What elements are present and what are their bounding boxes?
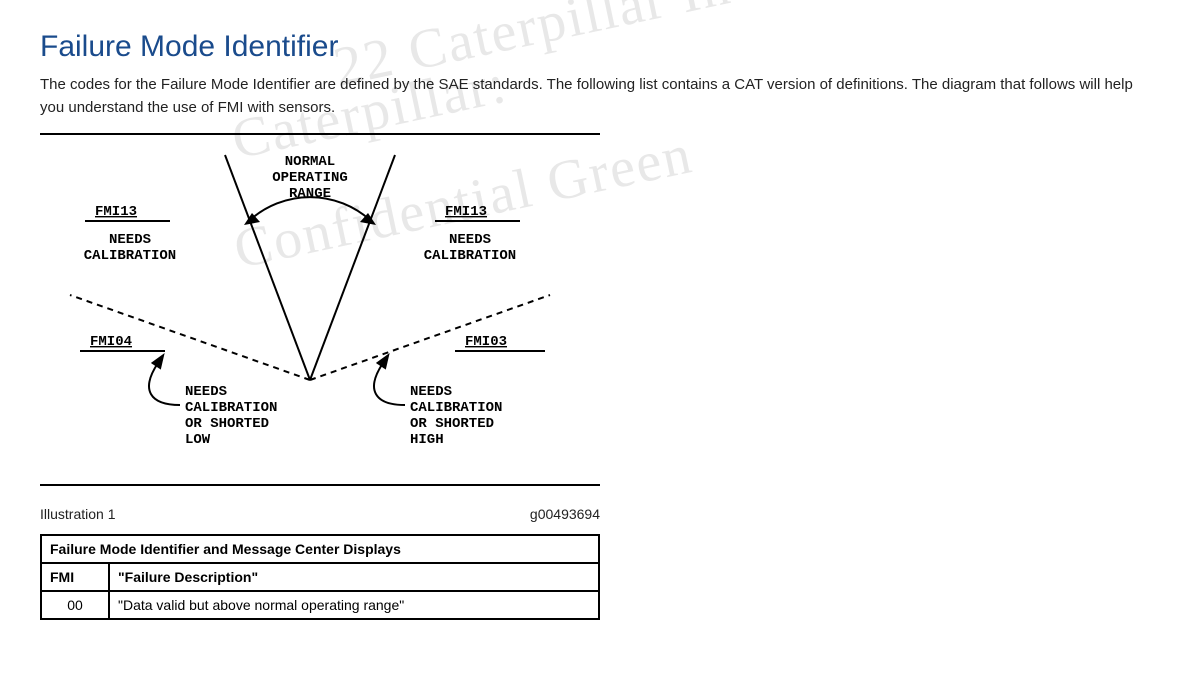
svg-text:NEEDS: NEEDS bbox=[185, 384, 227, 400]
table-row: FMI "Failure Description" bbox=[41, 563, 599, 591]
svg-text:CALIBRATION: CALIBRATION bbox=[410, 400, 502, 416]
fmi-diagram: NORMAL OPERATING RANGE FMI13 NEEDS CALIB… bbox=[40, 133, 600, 486]
table-header-fmi: FMI bbox=[41, 563, 109, 591]
svg-text:CALIBRATION: CALIBRATION bbox=[424, 248, 516, 264]
illustration-ref: g00493694 bbox=[530, 506, 600, 522]
svg-text:CALIBRATION: CALIBRATION bbox=[185, 400, 277, 416]
svg-text:OR SHORTED: OR SHORTED bbox=[410, 416, 494, 432]
illustration-label: Illustration 1 bbox=[40, 506, 115, 522]
table-row: Failure Mode Identifier and Message Cent… bbox=[41, 535, 599, 563]
svg-text:FMI03: FMI03 bbox=[465, 334, 507, 350]
fmi-diagram-svg: NORMAL OPERATING RANGE FMI13 NEEDS CALIB… bbox=[40, 145, 600, 465]
svg-text:HIGH: HIGH bbox=[410, 432, 444, 448]
svg-text:LOW: LOW bbox=[185, 432, 211, 448]
svg-text:OR SHORTED: OR SHORTED bbox=[185, 416, 269, 432]
svg-text:CALIBRATION: CALIBRATION bbox=[84, 248, 176, 264]
table-row: 00 "Data valid but above normal operatin… bbox=[41, 591, 599, 619]
svg-text:FMI13: FMI13 bbox=[95, 204, 137, 220]
illustration-caption: Illustration 1 g00493694 bbox=[40, 506, 600, 522]
table-header-desc: "Failure Description" bbox=[109, 563, 599, 591]
table-cell-code: 00 bbox=[41, 591, 109, 619]
table-title: Failure Mode Identifier and Message Cent… bbox=[41, 535, 599, 563]
page-title: Failure Mode Identifier bbox=[40, 30, 1160, 64]
intro-paragraph: The codes for the Failure Mode Identifie… bbox=[40, 74, 1160, 119]
svg-text:FMI04: FMI04 bbox=[90, 334, 132, 350]
svg-text:NEEDS: NEEDS bbox=[109, 232, 151, 248]
svg-text:RANGE: RANGE bbox=[289, 186, 331, 202]
fmi-table: Failure Mode Identifier and Message Cent… bbox=[40, 534, 600, 620]
svg-text:OPERATING: OPERATING bbox=[272, 170, 348, 186]
svg-text:NORMAL: NORMAL bbox=[285, 154, 335, 170]
svg-text:FMI13: FMI13 bbox=[445, 204, 487, 220]
table-cell-desc: "Data valid but above normal operating r… bbox=[109, 591, 599, 619]
svg-text:NEEDS: NEEDS bbox=[449, 232, 491, 248]
svg-text:NEEDS: NEEDS bbox=[410, 384, 452, 400]
